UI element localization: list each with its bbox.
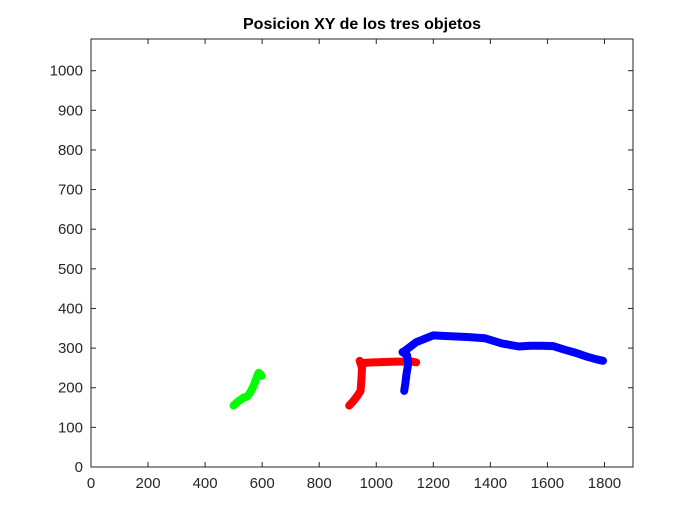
x-tick-label: 1400 [474, 475, 507, 492]
x-axis: 0 200 400 600 800 1000 1200 1400 1600 1800 [87, 39, 621, 492]
y-tick-label: 300 [58, 340, 83, 357]
series-line-1 [229, 368, 266, 410]
x-tick-label: 1600 [531, 475, 564, 492]
y-tick-label: 200 [58, 380, 83, 397]
series-layer [229, 331, 607, 410]
y-tick-label: 700 [58, 182, 83, 199]
y-tick-label: 100 [58, 419, 83, 436]
y-tick-label: 1000 [50, 63, 83, 80]
y-tick-label: 500 [58, 261, 83, 278]
x-tick-label: 800 [307, 475, 332, 492]
y-tick-label: 900 [58, 102, 83, 119]
chart-title: Posicion XY de los tres objetos [243, 16, 481, 33]
y-tick-label: 600 [58, 221, 83, 238]
y-tick-label: 400 [58, 300, 83, 317]
axes-box [90, 38, 634, 468]
x-tick-label: 600 [250, 475, 275, 492]
y-tick-label: 800 [58, 142, 83, 159]
x-tick-label: 1200 [417, 475, 450, 492]
x-tick-label: 0 [87, 475, 95, 492]
x-tick-label: 1800 [588, 475, 621, 492]
y-axis: 0 100 200 300 400 500 600 700 800 900 1000 [50, 63, 633, 476]
series-line-2 [345, 356, 421, 410]
series-line-3 [398, 331, 607, 395]
x-tick-label: 400 [193, 475, 218, 492]
x-tick-label: 1000 [360, 475, 393, 492]
y-tick-label: 0 [75, 459, 83, 476]
x-tick-label: 200 [136, 475, 161, 492]
